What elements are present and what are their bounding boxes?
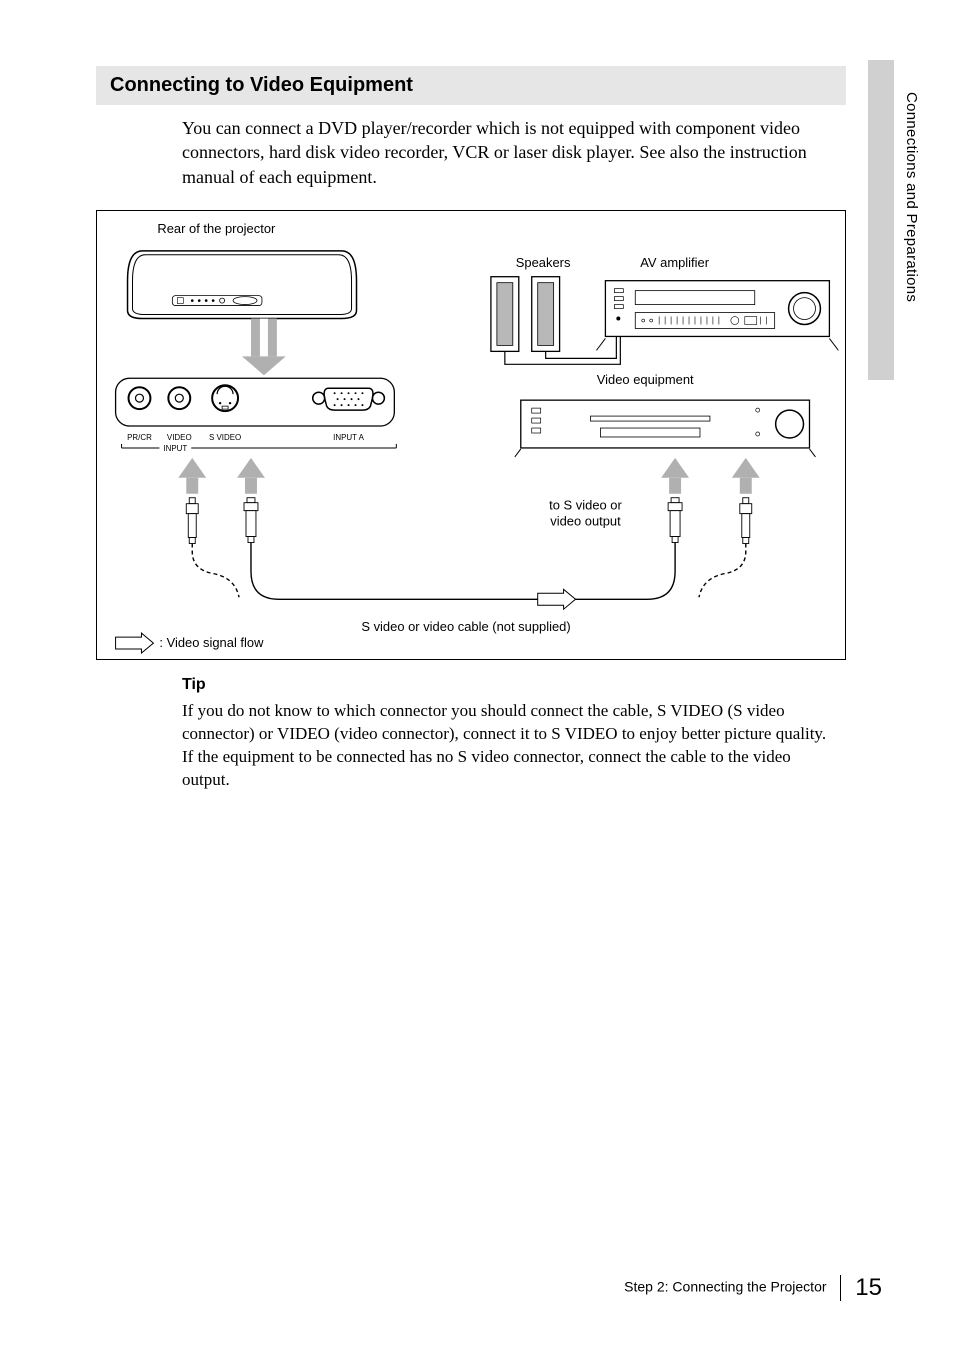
- tip-heading: Tip: [182, 676, 206, 694]
- speakers-icon: [491, 277, 560, 352]
- output-label-2: video output: [550, 514, 621, 529]
- video-equipment-icon: [515, 400, 816, 457]
- svg-text:PR/CR: PR/CR: [127, 433, 152, 442]
- svg-text:INPUT: INPUT: [163, 444, 187, 453]
- video-equipment-label: Video equipment: [597, 372, 694, 387]
- signal-flow-arrow-icon: [538, 589, 576, 609]
- svg-text:VIDEO: VIDEO: [167, 433, 192, 442]
- section-header: Connecting to Video Equipment: [96, 66, 846, 105]
- arrow-up-icon: [661, 458, 760, 494]
- page-number: 15: [855, 1274, 882, 1301]
- page-footer: Step 2: Connecting the Projector 15: [624, 1274, 882, 1302]
- port-panel: PR/CR VIDEO S VIDEO INPUT A: [116, 378, 397, 453]
- speaker-wires: [505, 336, 620, 364]
- av-amplifier-icon: [596, 281, 838, 351]
- arrow-down-icon: [242, 319, 286, 376]
- arrow-up-icon: [178, 458, 265, 494]
- footer-divider: [840, 1275, 841, 1301]
- rear-label: Rear of the projector: [157, 221, 276, 236]
- intro-paragraph: You can connect a DVD player/recorder wh…: [182, 116, 822, 189]
- amplifier-label: AV amplifier: [640, 255, 709, 270]
- signal-flow-legend: : Video signal flow: [116, 633, 265, 653]
- side-section-label: Connections and Preparations: [903, 92, 920, 302]
- tip-text: If you do not know to which connector yo…: [182, 701, 826, 789]
- svg-text:: Video signal flow: : Video signal flow: [159, 635, 264, 650]
- cable-connector-icon: [668, 498, 752, 544]
- cable-connector-icon: [186, 498, 258, 544]
- cable-lines: [192, 543, 746, 600]
- side-tab: [868, 60, 894, 380]
- connection-diagram: Rear of the projector Speakers AV amplif…: [96, 210, 846, 660]
- speakers-label: Speakers: [516, 255, 571, 270]
- svg-text:S VIDEO: S VIDEO: [209, 433, 241, 442]
- svg-text:INPUT A: INPUT A: [333, 433, 364, 442]
- projector-rear-icon: [128, 251, 357, 319]
- output-label-1: to S video or: [549, 498, 622, 513]
- tip-body: If you do not know to which connector yo…: [182, 700, 842, 792]
- footer-text: Step 2: Connecting the Projector: [624, 1279, 826, 1295]
- cable-label: S video or video cable (not supplied): [361, 619, 570, 634]
